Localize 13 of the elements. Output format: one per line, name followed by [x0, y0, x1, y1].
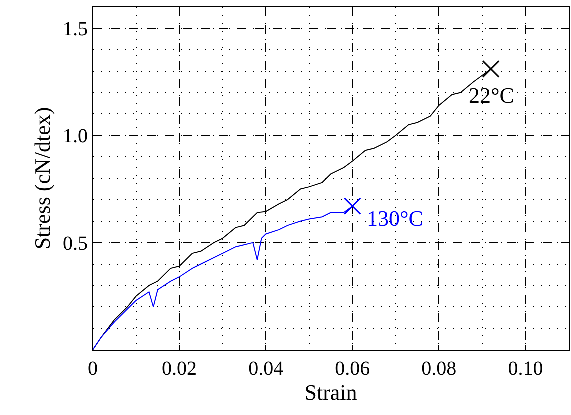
y-tick-label: 1.0: [63, 126, 88, 148]
x-tick-label: 0.02: [162, 358, 198, 380]
x-tick-label: 0.10: [508, 358, 544, 380]
x-tick-label: 0: [88, 358, 98, 380]
annotation: 22°C: [469, 83, 514, 108]
x-tick-label: 0.06: [335, 358, 370, 380]
annotation: 130°C: [367, 206, 424, 231]
y-tick-label: 0.5: [63, 232, 88, 255]
x-axis-title: Strain: [304, 380, 358, 405]
y-tick-label: 1.5: [63, 18, 88, 40]
y-axis-title: Stress (cN/dtex): [30, 107, 55, 250]
x-tick-label: 0.04: [248, 358, 284, 380]
x-tick-label: 0.08: [422, 358, 457, 380]
